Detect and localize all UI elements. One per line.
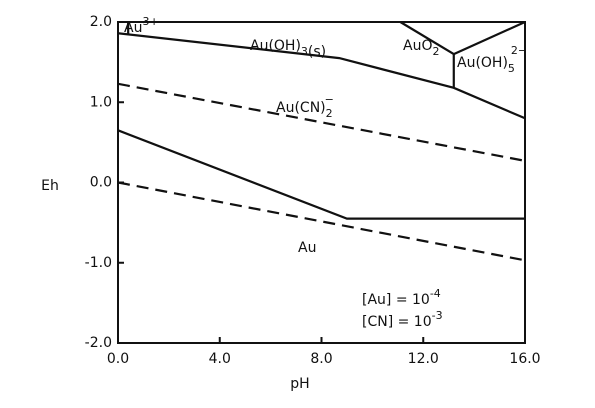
annotation-part: -3 bbox=[432, 309, 443, 322]
y-tick-label: 2.0 bbox=[90, 14, 112, 30]
annotation: Au3+ bbox=[124, 15, 159, 36]
x-tick-label: 16.0 bbox=[509, 351, 540, 367]
boundary-line bbox=[117, 129, 525, 220]
annotation: Au(OH)3(s) bbox=[250, 38, 326, 60]
y-tick-label: 0.0 bbox=[90, 175, 112, 191]
y-axis-label: Eh bbox=[41, 178, 59, 194]
annotation-part: [CN] = 10 bbox=[362, 314, 432, 330]
annotation-part: 2 bbox=[326, 107, 333, 120]
annotation-part: (s) bbox=[308, 44, 326, 60]
y-tick-label: -1.0 bbox=[85, 255, 112, 271]
annotation-part: 3+ bbox=[142, 15, 158, 28]
annotation: [CN] = 10-3 bbox=[362, 309, 443, 330]
y-tick-label: -2.0 bbox=[85, 335, 112, 351]
annotation: Au bbox=[298, 240, 316, 256]
boundary-line bbox=[399, 21, 455, 56]
boundary-line bbox=[117, 181, 526, 262]
annotation-part: 2 bbox=[432, 45, 439, 58]
boundary-line bbox=[117, 32, 526, 120]
x-tick-label: 4.0 bbox=[209, 351, 231, 367]
annotation-part: 5 bbox=[508, 62, 515, 75]
x-tick-label: 8.0 bbox=[310, 351, 332, 367]
annotation-part: 2− bbox=[511, 44, 527, 57]
annotation-part: [Au] = 10 bbox=[362, 292, 430, 308]
annotation-part: Au bbox=[124, 20, 142, 36]
annotation-part: Au(CN) bbox=[276, 100, 326, 116]
y-tick-label: 1.0 bbox=[90, 94, 112, 110]
annotation-part: Au(OH) bbox=[457, 55, 508, 71]
x-tick-label: 12.0 bbox=[408, 351, 439, 367]
annotation-part: Au bbox=[298, 240, 316, 256]
annotation-part: -4 bbox=[430, 287, 441, 300]
annotation-part: − bbox=[325, 93, 334, 106]
annotation: Au(CN)2− bbox=[276, 93, 334, 120]
boundary-line bbox=[117, 82, 526, 162]
annotation-part: AuO bbox=[403, 38, 432, 54]
annotation-part: Au(OH) bbox=[250, 38, 301, 54]
x-tick-label: 0.0 bbox=[107, 351, 129, 367]
annotation: Au(OH)5 2− bbox=[457, 44, 527, 75]
annotation-part: 3 bbox=[301, 45, 308, 58]
annotation: [Au] = 10-4 bbox=[362, 287, 441, 308]
boundary-line bbox=[453, 20, 526, 56]
annotation: AuO2 bbox=[403, 38, 439, 58]
x-axis-label: pH bbox=[290, 376, 309, 392]
